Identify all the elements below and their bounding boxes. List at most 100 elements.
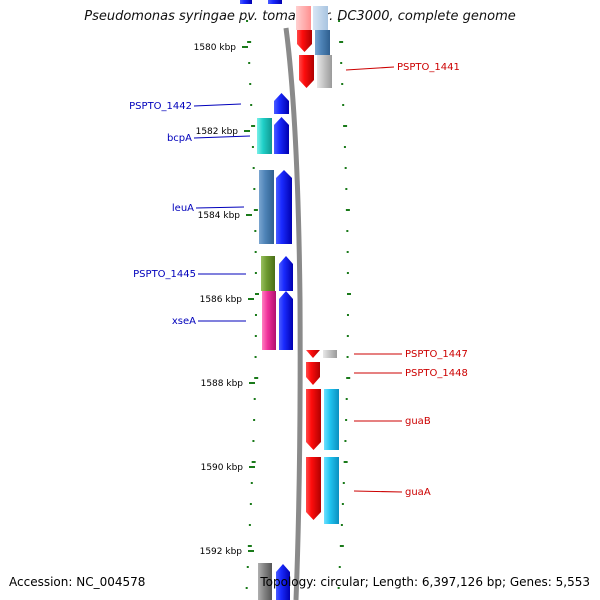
gene-arrow	[276, 170, 292, 244]
minor-tick	[346, 230, 349, 232]
minor-tick	[343, 146, 346, 148]
gene-label: PSPTO_1442	[129, 101, 192, 112]
gene-arrow-guaA	[306, 457, 321, 520]
gene-arrow-PSPTO_1442	[274, 93, 289, 114]
gene-arrow	[279, 256, 293, 291]
gene-label: PSPTO_1445	[133, 269, 196, 280]
gene-label: bcpA	[167, 133, 192, 144]
gene-arrow-bcpA	[257, 118, 272, 154]
label-leader	[353, 490, 403, 493]
genome-backbone	[283, 27, 303, 600]
gene-arrow-guaB	[306, 389, 321, 450]
gene-arrow	[279, 291, 293, 350]
minor-tick	[341, 503, 344, 505]
gene-arrow-PSPTO_1441	[299, 55, 314, 88]
gene-arrow	[297, 30, 312, 52]
tick-label: 1592 kbp	[200, 547, 243, 557]
minor-tick	[250, 104, 253, 106]
gene-arrow-PSPTO_1447	[306, 350, 320, 358]
minor-tick	[344, 167, 347, 169]
gene-arrow	[313, 6, 328, 30]
gene-label: guaA	[405, 487, 431, 498]
minor-tick	[343, 461, 348, 463]
tick-label: 1588 kbp	[201, 379, 244, 389]
minor-tick	[254, 293, 259, 295]
gene-arrow	[268, 0, 282, 4]
minor-tick	[340, 62, 343, 64]
minor-tick	[254, 314, 257, 316]
minor-tick-marks	[245, 20, 351, 589]
minor-tick	[254, 335, 257, 337]
minor-tick	[346, 314, 349, 316]
gene-arrow-xseA	[262, 291, 276, 350]
label-leader	[193, 135, 251, 139]
minor-tick	[345, 188, 348, 190]
gene-arrow	[315, 30, 330, 55]
label-leader	[345, 66, 395, 71]
gene-arrow	[240, 0, 252, 4]
reverse-strand-genes	[296, 6, 339, 524]
minor-tick	[251, 146, 254, 148]
gene-label: guaB	[405, 416, 431, 427]
gene-arrow-PSPTO_1448	[306, 362, 320, 385]
gene-arrow-leuA	[259, 170, 274, 244]
gene-label: PSPTO_1441	[397, 62, 460, 73]
gene-label: PSPTO_1447	[405, 349, 468, 360]
tick-label: 1586 kbp	[200, 295, 243, 305]
minor-tick	[346, 356, 349, 358]
gene-arrow	[258, 563, 272, 600]
gene-label: PSPTO_1448	[405, 368, 468, 379]
reverse-gene-labels: PSPTO_1441 PSPTO_1447 PSPTO_1448 guaB gu…	[345, 62, 468, 498]
minor-tick	[251, 461, 256, 463]
accession-text: Accession: NC_004578	[9, 575, 146, 589]
gene-label: xseA	[172, 316, 196, 327]
minor-tick	[254, 272, 257, 274]
minor-tick	[246, 20, 249, 22]
minor-tick	[254, 377, 259, 379]
minor-tick	[254, 230, 257, 232]
minor-tick	[253, 398, 256, 400]
minor-tick	[339, 545, 344, 547]
minor-tick	[346, 335, 349, 337]
minor-tick	[346, 377, 351, 379]
minor-tick	[245, 587, 248, 589]
gene-arrow-PSPTO_1445	[261, 256, 275, 291]
minor-tick	[342, 104, 345, 106]
minor-tick	[248, 62, 251, 64]
minor-tick	[341, 83, 344, 85]
label-leader	[195, 206, 245, 209]
minor-tick	[251, 125, 256, 127]
minor-tick	[249, 83, 252, 85]
genome-summary: Topology: circular; Length: 6,397,126 bp…	[260, 575, 590, 589]
minor-tick	[250, 482, 253, 484]
minor-tick	[249, 503, 252, 505]
minor-tick	[346, 272, 349, 274]
minor-tick	[342, 482, 345, 484]
gene-arrow	[323, 350, 337, 358]
minor-tick	[344, 440, 347, 442]
minor-tick	[247, 41, 252, 43]
gene-arrow	[324, 389, 339, 450]
forward-gene-labels: PSPTO_1442 bcpA leuA PSPTO_1445 xseA	[129, 101, 251, 327]
minor-tick	[246, 566, 249, 568]
minor-tick	[254, 251, 257, 253]
minor-tick	[346, 251, 349, 253]
minor-tick	[340, 524, 343, 526]
forward-strand-genes	[240, 0, 293, 600]
gene-arrow	[324, 457, 339, 524]
tick-label: 1584 kbp	[198, 211, 241, 221]
minor-tick	[346, 293, 351, 295]
minor-tick	[253, 188, 256, 190]
tick-label: 1590 kbp	[201, 463, 244, 473]
minor-tick	[253, 419, 256, 421]
minor-tick	[254, 356, 257, 358]
minor-tick	[339, 41, 344, 43]
minor-tick	[345, 398, 348, 400]
tick-label: 1580 kbp	[194, 43, 237, 53]
axis-ticks: 1580 kbp 1582 kbp 1584 kbp 1586 kbp 1588…	[194, 43, 255, 557]
minor-tick	[252, 167, 255, 169]
minor-tick	[337, 587, 340, 589]
label-leader	[193, 103, 242, 107]
minor-tick	[345, 209, 350, 211]
